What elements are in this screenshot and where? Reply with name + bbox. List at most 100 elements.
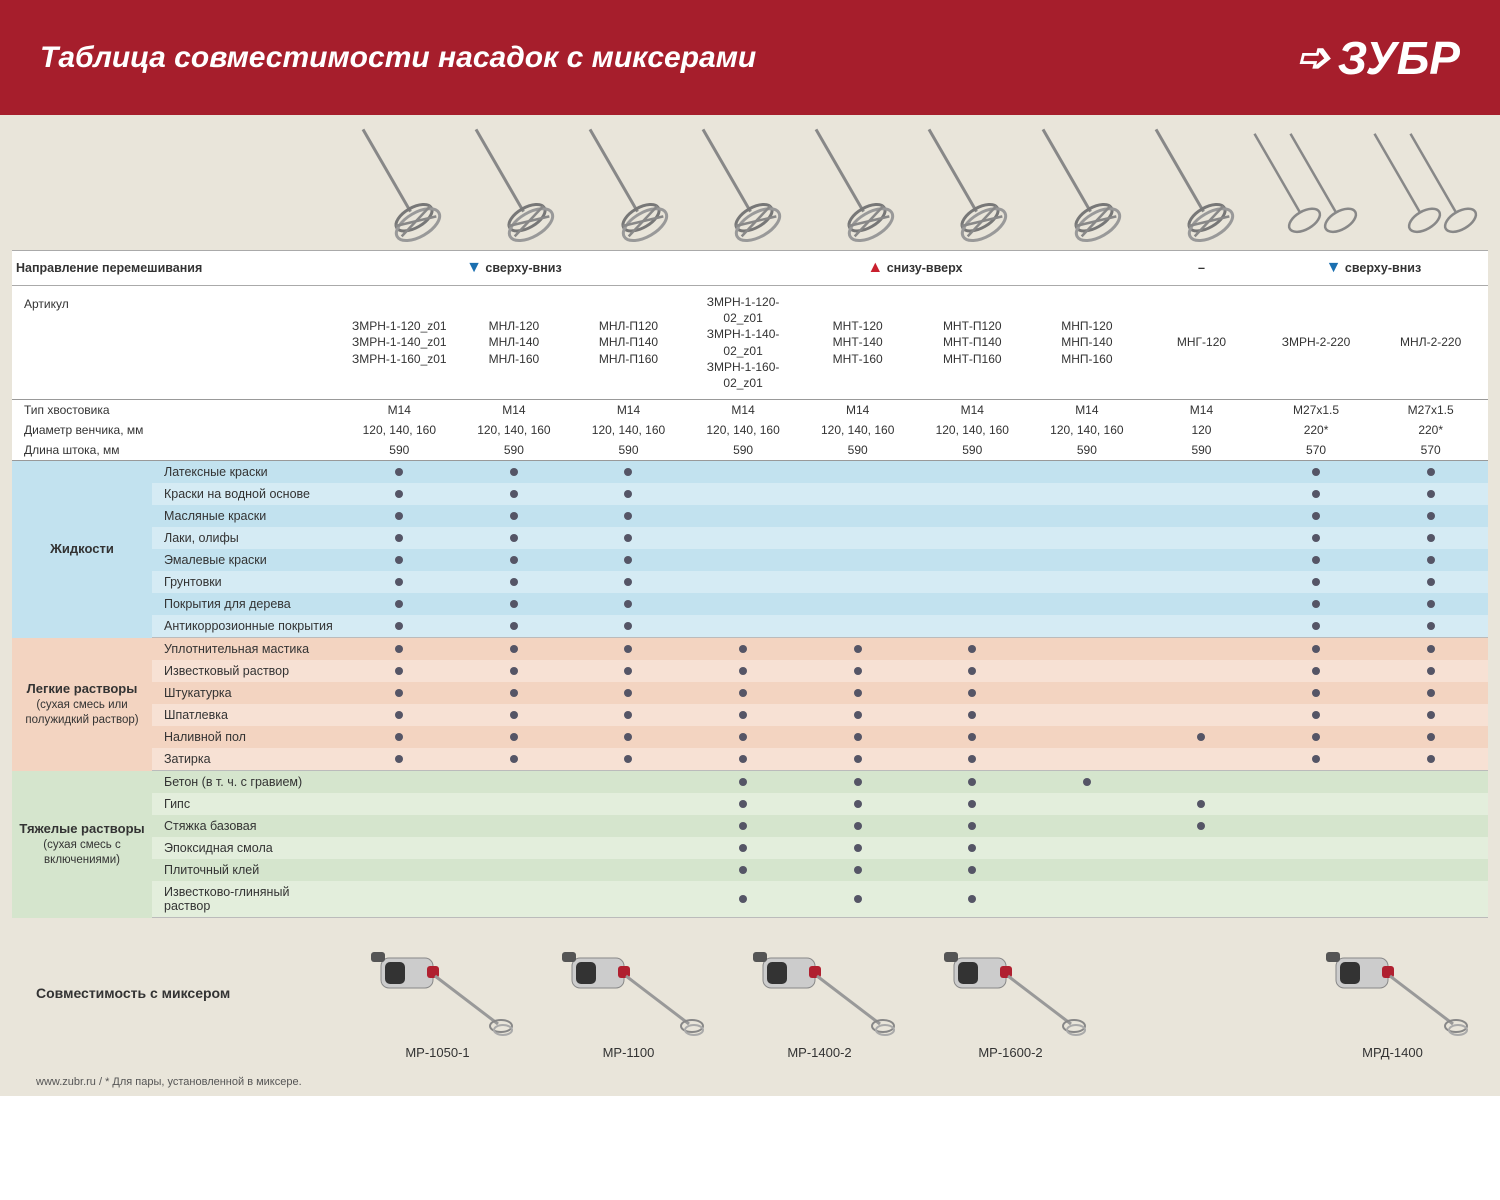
dot-icon [968, 667, 976, 675]
paddle-icon [691, 130, 786, 250]
material-label: Известково-глиняный раствор [152, 881, 342, 918]
dot-icon [1312, 667, 1320, 675]
dot-icon [624, 689, 632, 697]
mixer-cell: МР-1050-1 [342, 918, 533, 1068]
dot-icon [510, 578, 518, 586]
compat-cell [915, 748, 1030, 771]
dot-icon [395, 689, 403, 697]
compat-cell [342, 638, 457, 661]
compat-cell [342, 615, 457, 638]
mixer-footer-row: Совместимость с миксером МР-1050-1 МР-11… [12, 918, 1488, 1068]
dot-icon [1427, 689, 1435, 697]
compat-cell [686, 615, 801, 638]
paddle-icon [1031, 130, 1126, 250]
dot-icon [739, 667, 747, 675]
compat-cell [915, 660, 1030, 682]
dot-icon [624, 755, 632, 763]
compat-cell [457, 461, 572, 484]
compat-cell [342, 527, 457, 549]
compat-cell [915, 837, 1030, 859]
group-label: Легкие растворы(сухая смесь или полужидк… [12, 638, 152, 771]
dot-icon [968, 689, 976, 697]
dot-icon [624, 667, 632, 675]
compat-cell [1030, 793, 1145, 815]
compat-cell [571, 483, 686, 505]
dot-icon [968, 844, 976, 852]
dot-icon [1083, 778, 1091, 786]
compat-cell [342, 837, 457, 859]
dot-icon [395, 622, 403, 630]
compat-cell [457, 571, 572, 593]
dot-icon [968, 755, 976, 763]
paddle-icon [351, 130, 446, 250]
compat-cell [342, 505, 457, 527]
compat-cell [1373, 571, 1488, 593]
compat-cell [457, 593, 572, 615]
paddle-icon [917, 130, 1012, 250]
compat-cell [457, 815, 572, 837]
dot-icon [510, 600, 518, 608]
compat-cell [1030, 837, 1145, 859]
dot-icon [968, 645, 976, 653]
dot-icon [510, 512, 518, 520]
compat-cell [457, 638, 572, 661]
paddle-icon [1144, 130, 1239, 250]
dot-icon [395, 733, 403, 741]
paddle-icon [464, 130, 559, 250]
paddle-cell [1368, 115, 1488, 250]
compatibility-table: Направление перемешивания▼ сверху-вниз▲ … [12, 250, 1488, 918]
material-label: Латексные краски [152, 461, 342, 484]
mixer-icon [1318, 946, 1468, 1041]
dot-icon [854, 711, 862, 719]
compat-cell [1259, 859, 1374, 881]
compat-cell [1373, 793, 1488, 815]
dot-icon [854, 755, 862, 763]
dot-icon [854, 733, 862, 741]
compat-cell [686, 726, 801, 748]
compat-cell [1259, 483, 1374, 505]
compat-cell [1259, 881, 1374, 918]
dot-icon [395, 512, 403, 520]
compat-cell [457, 881, 572, 918]
mixer-cell: МР-1600-2 [915, 918, 1106, 1068]
compat-cell [571, 571, 686, 593]
dot-icon [739, 844, 747, 852]
compat-cell [457, 793, 572, 815]
dot-icon [1427, 622, 1435, 630]
dot-icon [1197, 822, 1205, 830]
dot-icon [624, 711, 632, 719]
compat-cell [1259, 549, 1374, 571]
compat-cell [571, 859, 686, 881]
material-label: Антикоррозионные покрытия [152, 615, 342, 638]
paddle-cell [682, 115, 795, 250]
dot-icon [395, 645, 403, 653]
compat-cell [342, 859, 457, 881]
compat-cell [800, 682, 915, 704]
compat-cell [1030, 815, 1145, 837]
compat-cell [1259, 726, 1374, 748]
dot-icon [854, 800, 862, 808]
compat-cell [915, 638, 1030, 661]
compat-cell [1373, 771, 1488, 794]
dot-icon [624, 512, 632, 520]
dot-icon [739, 778, 747, 786]
dot-icon [854, 895, 862, 903]
compat-cell [571, 593, 686, 615]
compat-cell [915, 483, 1030, 505]
dot-icon [395, 534, 403, 542]
brand-logo: ➩ ЗУБР [1296, 31, 1460, 85]
compat-cell [1144, 704, 1259, 726]
compat-cell [571, 771, 686, 794]
paddle-illustration-row [12, 115, 1488, 250]
compat-cell [1030, 748, 1145, 771]
mixer-icon [363, 946, 513, 1041]
paddle-cell [569, 115, 682, 250]
dot-icon [624, 490, 632, 498]
brand-name: ЗУБР [1338, 31, 1460, 85]
compat-cell [915, 881, 1030, 918]
compat-cell [571, 615, 686, 638]
compat-cell [686, 748, 801, 771]
dot-icon [510, 468, 518, 476]
compat-cell [1030, 461, 1145, 484]
material-label: Известковый раствор [152, 660, 342, 682]
